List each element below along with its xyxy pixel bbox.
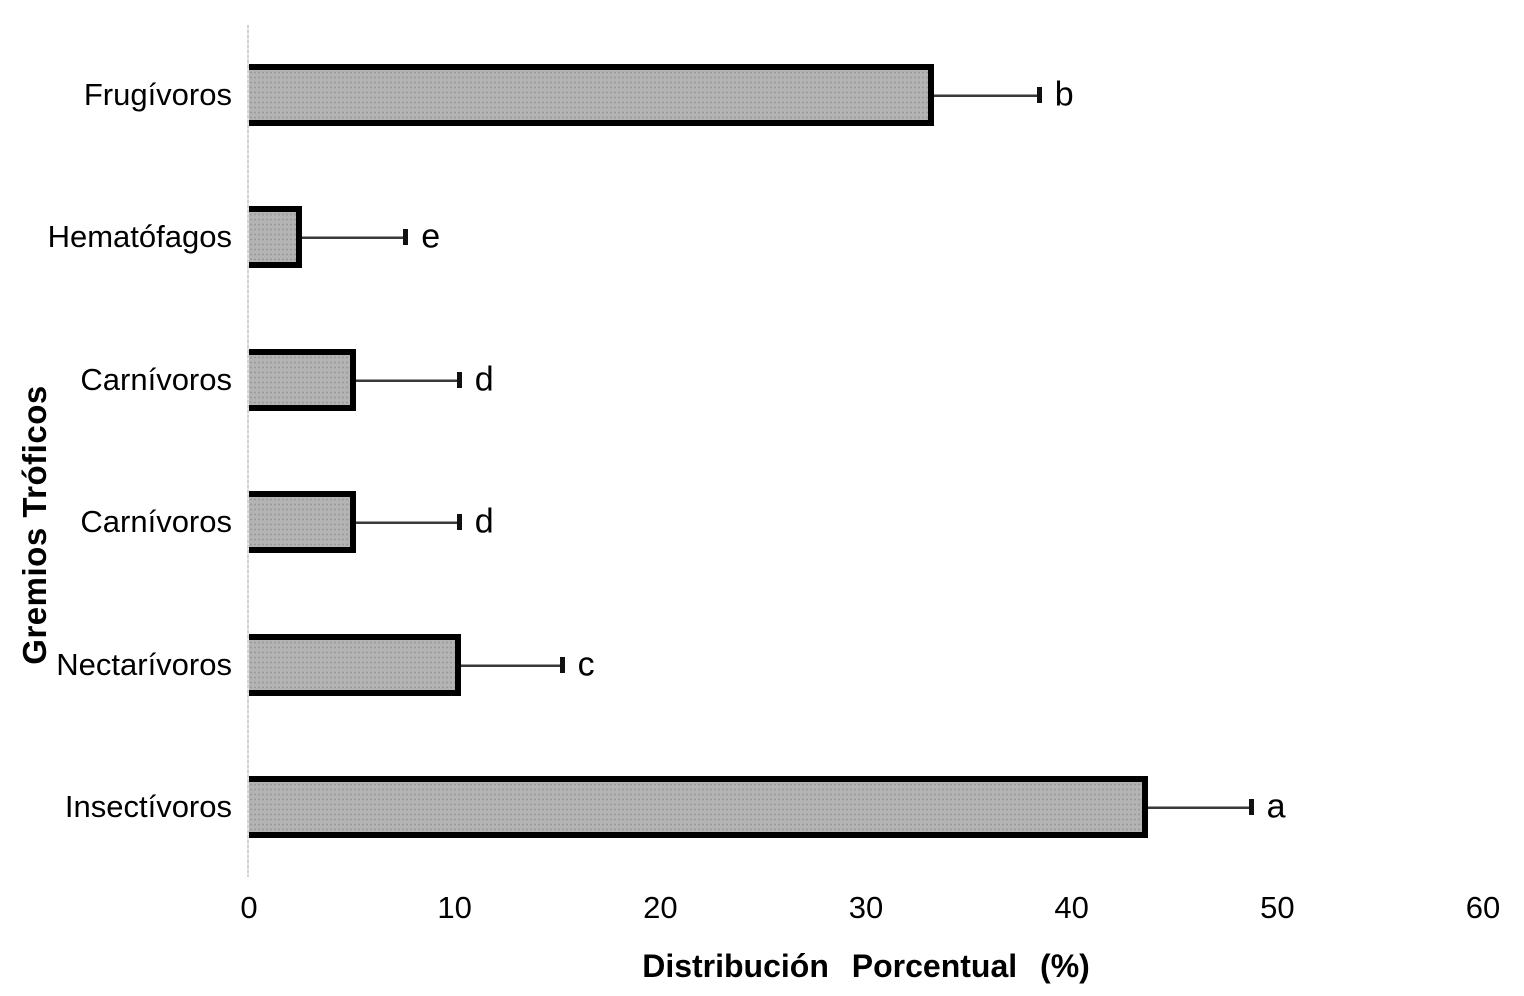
- error-bar: [355, 378, 459, 382]
- error-bar-cap: [1036, 87, 1042, 103]
- error-bar: [1147, 806, 1251, 809]
- x-tick-40: 40: [1054, 890, 1089, 925]
- category-label-hematófagos: Hematófagos: [47, 219, 232, 255]
- significance-letter: a: [1266, 787, 1286, 826]
- bar-insectívoros: [249, 776, 1148, 838]
- x-tick-50: 50: [1260, 890, 1295, 925]
- significance-letter: d: [474, 502, 494, 541]
- significance-letter: d: [474, 360, 494, 399]
- x-tick-30: 30: [848, 890, 884, 925]
- error-bar: [460, 663, 562, 667]
- error-bar-cap: [559, 656, 565, 673]
- bar-carnívoros: [249, 348, 356, 411]
- bar-hematófagos: [249, 206, 303, 269]
- error-bar-cap: [456, 371, 462, 388]
- y-axis-line: [247, 25, 249, 877]
- error-bar-cap: [403, 229, 409, 246]
- category-label-nectarívoros: Nectarívoros: [56, 646, 232, 682]
- plot-area: b e d d c a: [247, 25, 1483, 877]
- category-label-carnívoros: Carnívoros: [80, 361, 232, 397]
- significance-letter: b: [1054, 75, 1074, 114]
- x-axis-title: Distribución Porcentual (%): [642, 948, 1090, 984]
- significance-letter: e: [421, 217, 441, 256]
- category-label-carnívoros: Carnívoros: [80, 504, 232, 540]
- error-bar: [933, 94, 1039, 97]
- error-bar-cap: [1248, 799, 1254, 815]
- bar-frugívoros: [249, 64, 934, 126]
- x-tick-60: 60: [1465, 890, 1501, 925]
- x-tick-0: 0: [240, 890, 258, 925]
- significance-letter: c: [577, 645, 595, 684]
- error-bar-cap: [456, 514, 462, 531]
- bar-carnívoros: [249, 491, 356, 554]
- category-label-insectívoros: Insectívoros: [64, 789, 232, 824]
- error-bar: [355, 521, 459, 525]
- x-tick-10: 10: [437, 890, 472, 925]
- bar-nectarívoros: [249, 633, 461, 696]
- x-tick-20: 20: [643, 890, 678, 925]
- category-label-frugívoros: Frugívoros: [83, 77, 232, 112]
- error-bar: [302, 236, 406, 240]
